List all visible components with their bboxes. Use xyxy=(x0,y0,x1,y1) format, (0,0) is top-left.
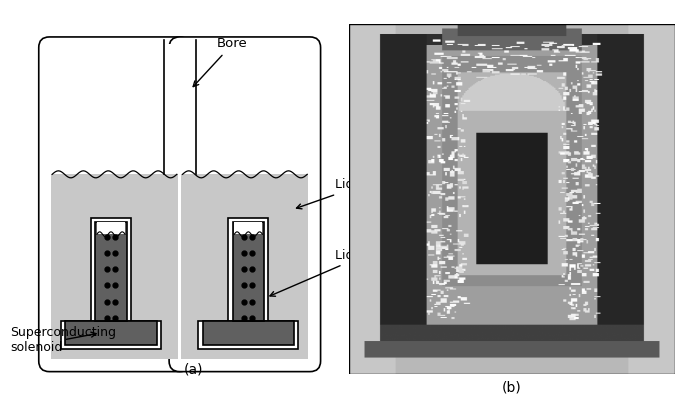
Text: Bore: Bore xyxy=(193,37,248,87)
Bar xyxy=(199,320,298,349)
Text: (b): (b) xyxy=(502,380,522,394)
Bar xyxy=(65,320,157,345)
Bar xyxy=(180,44,196,174)
Bar xyxy=(233,222,264,320)
Bar xyxy=(228,218,268,325)
FancyBboxPatch shape xyxy=(39,37,190,372)
Bar xyxy=(91,218,131,325)
Bar xyxy=(203,320,294,345)
Bar xyxy=(65,320,157,345)
Text: (a): (a) xyxy=(184,363,203,377)
Bar xyxy=(233,222,264,320)
Bar xyxy=(61,320,161,349)
Bar xyxy=(95,222,127,320)
Bar xyxy=(203,320,294,345)
Bar xyxy=(181,174,308,359)
Bar xyxy=(51,174,178,359)
Text: Liquid He: Liquid He xyxy=(270,249,394,296)
Bar xyxy=(95,222,127,320)
Bar xyxy=(235,222,262,234)
Text: Superconducting
solenoid: Superconducting solenoid xyxy=(10,326,116,354)
Text: Liquid N₂: Liquid N₂ xyxy=(296,178,391,209)
Bar xyxy=(97,222,125,234)
FancyBboxPatch shape xyxy=(169,37,320,372)
Bar xyxy=(164,44,180,174)
